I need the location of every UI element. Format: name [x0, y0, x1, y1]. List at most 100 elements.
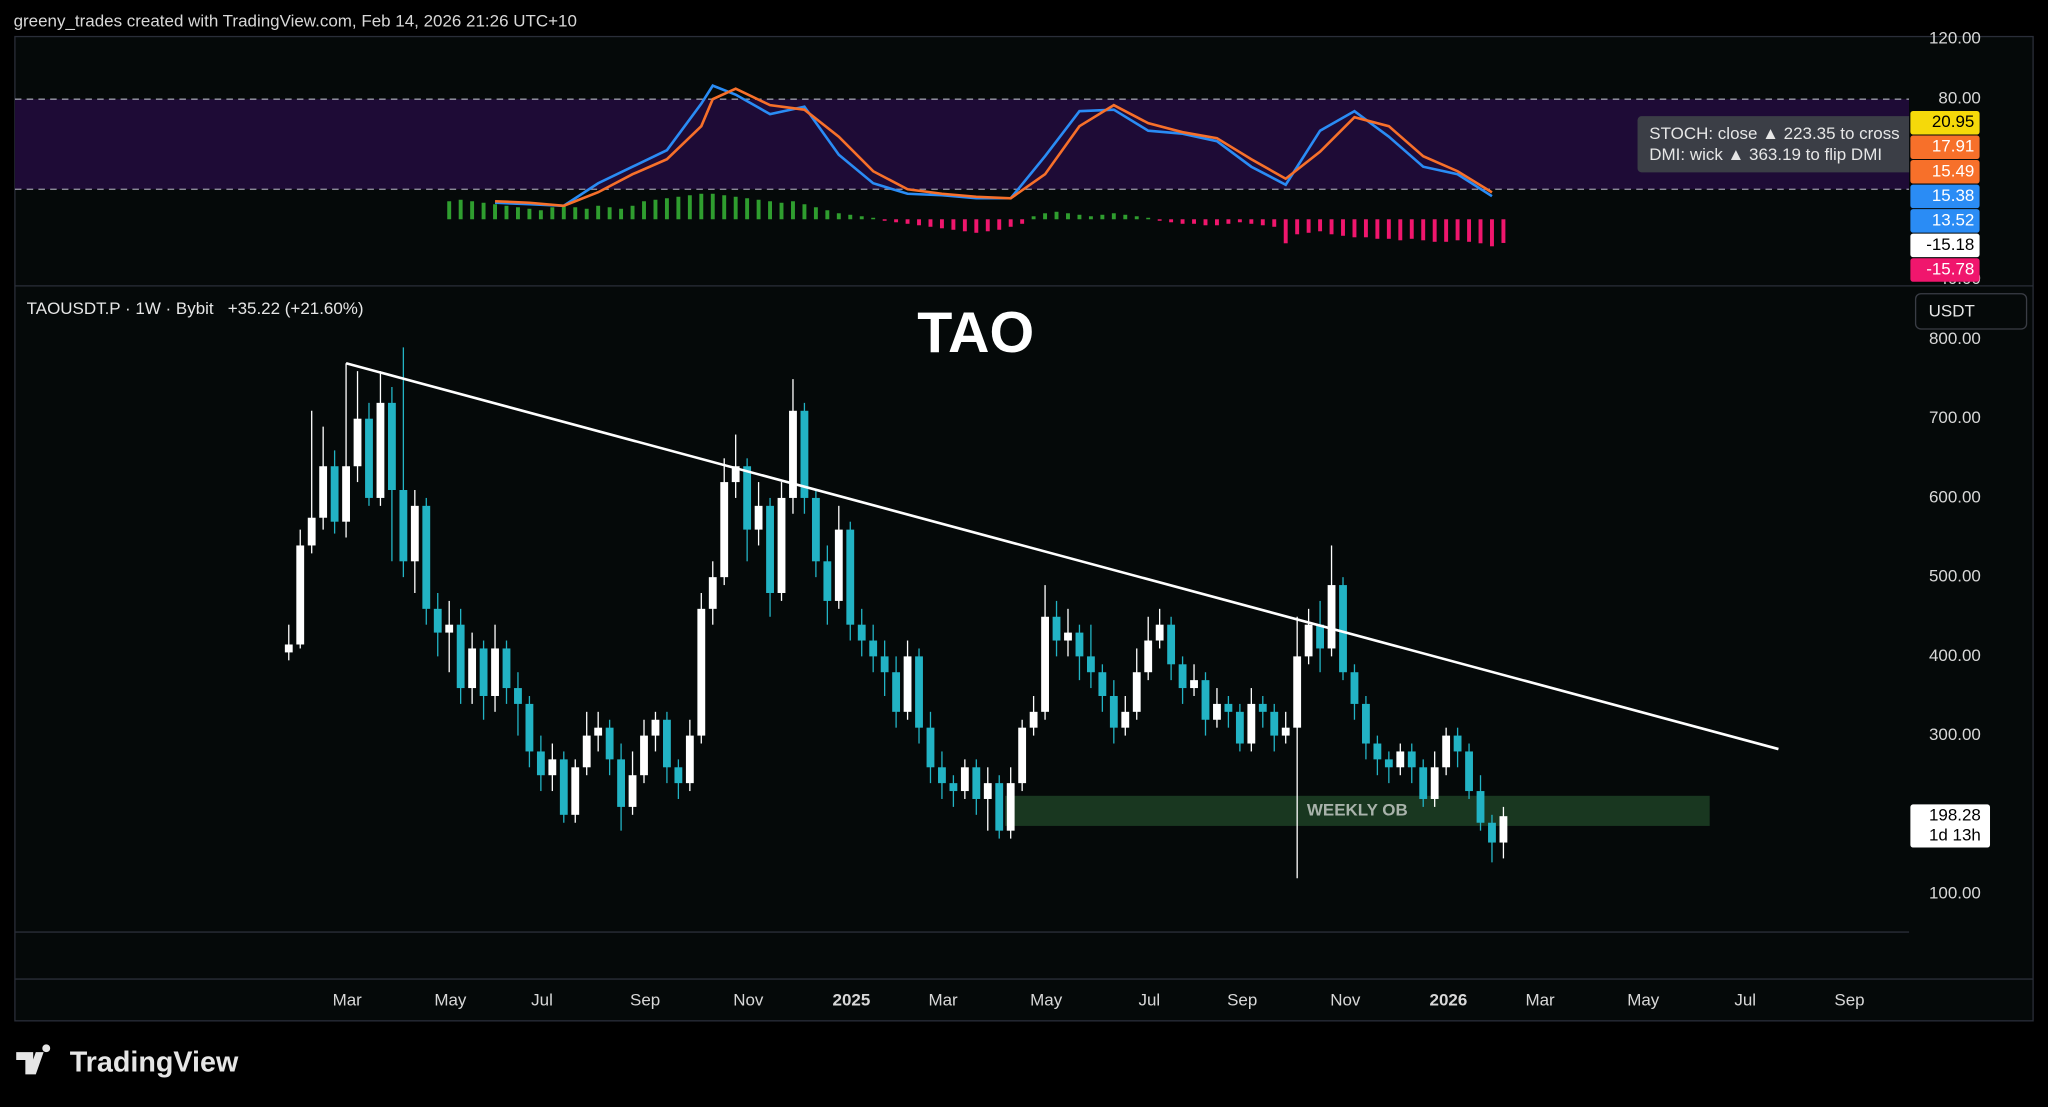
candle-body	[1109, 695, 1118, 728]
candle-body	[1121, 711, 1130, 728]
candle-body	[926, 727, 935, 768]
histogram-bar	[745, 198, 750, 220]
histogram-bar	[1352, 219, 1357, 238]
candle-body	[1201, 680, 1210, 720]
y-tick-label: 300.00	[1929, 725, 1981, 744]
histogram-bar	[1226, 219, 1231, 224]
histogram-bar	[1318, 219, 1323, 232]
histogram-bar	[1386, 219, 1391, 239]
candle-body	[1293, 656, 1302, 728]
candle-body	[1144, 640, 1153, 673]
candle-body	[319, 466, 328, 518]
candle-body	[857, 624, 866, 641]
histogram-bar	[1260, 219, 1265, 226]
histogram-bar	[573, 207, 578, 220]
histogram-bar	[997, 219, 1002, 230]
histogram-bar	[825, 210, 830, 220]
candle-body	[445, 624, 454, 633]
histogram-bar	[894, 219, 899, 223]
candle-body	[296, 545, 305, 645]
logo-icon	[16, 1044, 51, 1075]
candle-body	[1453, 735, 1462, 752]
histogram-bar	[1088, 216, 1093, 220]
histogram-bar	[584, 208, 589, 220]
candle-body	[617, 759, 626, 807]
histogram-bar	[1146, 217, 1151, 220]
x-tick-label: May	[434, 991, 467, 1010]
histogram-bar	[722, 195, 727, 220]
indicator-line	[494, 84, 1493, 208]
logo-text: TradingView	[70, 1046, 239, 1078]
histogram-bar	[882, 219, 887, 221]
x-tick-label: 2025	[833, 991, 871, 1010]
candle-body	[1339, 585, 1347, 673]
candle-body	[514, 688, 522, 704]
histogram-bar	[1031, 216, 1036, 220]
y-tick-label: 400.00	[1929, 646, 1981, 665]
candle-body	[995, 783, 1004, 831]
histogram-bar	[596, 205, 601, 220]
candle-body	[754, 505, 763, 530]
candle-body	[880, 656, 889, 673]
y-tick-label: 500.00	[1929, 567, 1981, 586]
candle-body	[663, 719, 671, 768]
candle-body	[422, 505, 431, 609]
histogram-bar	[1329, 219, 1334, 235]
candle-body	[789, 410, 797, 498]
histogram-bar	[1066, 213, 1070, 220]
histogram-bar	[1249, 219, 1254, 224]
candle-body	[284, 644, 293, 653]
histogram-bar	[664, 198, 669, 220]
candle-body	[1041, 616, 1049, 712]
tooltip-box	[1637, 116, 1910, 173]
histogram-bar	[962, 219, 967, 232]
histogram-bar	[481, 202, 486, 220]
candle-body	[640, 735, 648, 776]
chart-panel	[14, 35, 2034, 1022]
x-tick-label: Sep	[1227, 991, 1257, 1010]
value-readout-box	[1910, 209, 1980, 233]
candle-body	[1419, 767, 1428, 799]
histogram-bar	[699, 193, 704, 220]
histogram-bar	[1157, 219, 1162, 221]
candle-body	[720, 482, 729, 578]
candle-body	[685, 735, 694, 784]
candle-body	[1006, 783, 1015, 831]
candle-body	[731, 466, 740, 483]
histogram-bar	[1054, 211, 1059, 220]
histogram-bar	[447, 201, 452, 220]
candle-body	[582, 735, 591, 768]
candle-body	[330, 466, 339, 522]
x-tick-label: May	[1030, 991, 1063, 1010]
last-price-box	[1910, 804, 1991, 848]
histogram-bar	[1043, 213, 1048, 220]
candle-body	[1224, 703, 1233, 712]
candle-body	[433, 608, 442, 633]
histogram-bar	[710, 193, 715, 220]
x-tick-label: Mar	[928, 991, 958, 1010]
x-tick-label: Nov	[733, 991, 764, 1010]
candle-body	[1442, 735, 1451, 768]
histogram-bar	[1077, 214, 1082, 220]
histogram-bar	[470, 201, 475, 220]
candle-body	[1430, 767, 1439, 799]
histogram-bar	[607, 207, 612, 220]
currency-button[interactable]	[1914, 293, 2028, 330]
candle-body	[594, 727, 603, 736]
histogram-bar	[1123, 214, 1128, 220]
candle-body	[697, 608, 706, 736]
candle-body	[892, 672, 901, 712]
indicator-pane: STOCH: close ▲ 223.35 to cross DMI: wick …	[14, 84, 1910, 247]
order-block-zone	[1004, 795, 1710, 826]
symbol-info: TAOUSDT.P · 1W · Bybit	[27, 299, 214, 318]
currency-label[interactable]: USDT	[1929, 301, 1975, 320]
value-readout: 20.95	[1932, 112, 1974, 131]
candle-body	[502, 648, 511, 689]
x-tick-label: Jul	[531, 991, 553, 1010]
candle-body	[1178, 664, 1187, 689]
candle-body	[387, 402, 396, 491]
histogram-bar	[1478, 219, 1483, 244]
histogram-bar	[1501, 219, 1506, 243]
histogram-bar	[905, 219, 910, 224]
